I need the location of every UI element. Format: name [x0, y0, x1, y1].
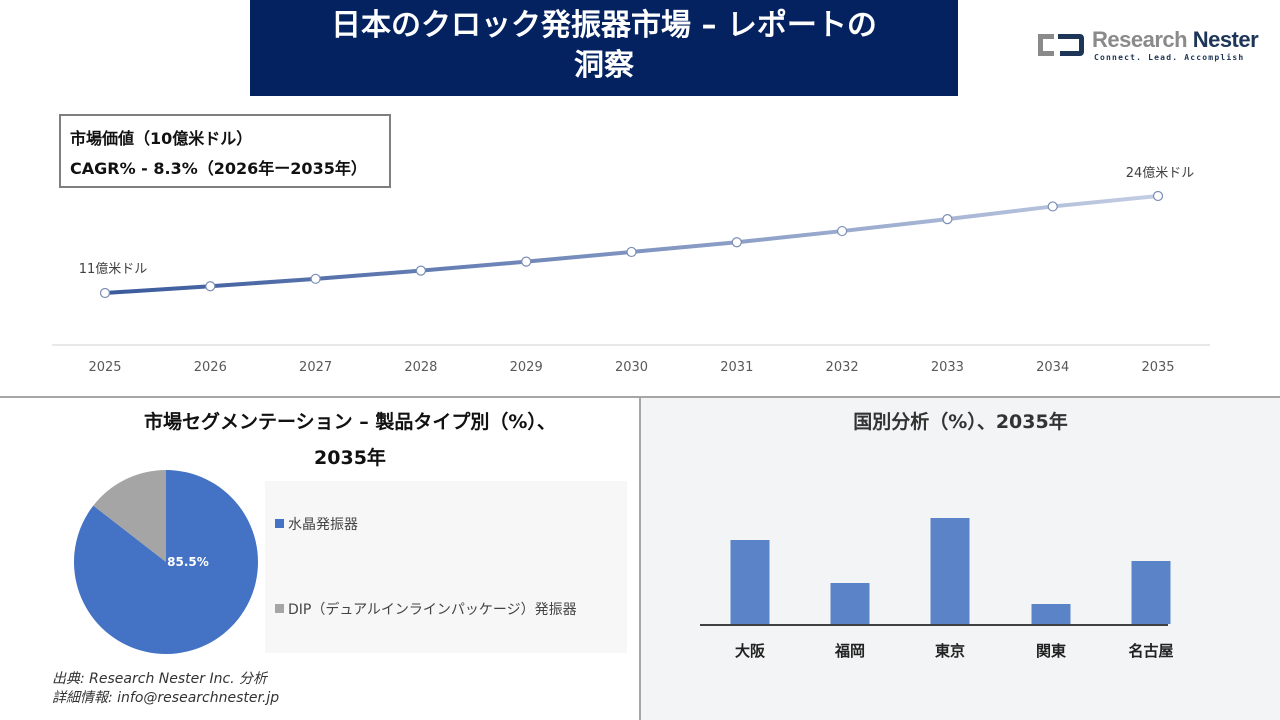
region-label: 東京	[935, 642, 965, 660]
x-tick-label: 2031	[720, 360, 753, 375]
logo-tagline: Connect. Lead. Accomplish	[1094, 53, 1245, 62]
region-bar	[930, 518, 970, 624]
market-value-line-chart: 2025 2026 2027 2028 2029 2030 2031 2032 2033 2034…	[52, 165, 1210, 375]
region-label: 福岡	[834, 642, 865, 660]
region-bar	[1131, 561, 1171, 624]
research-nester-logo: Research Nester Connect. Lead. Accomplis…	[1034, 28, 1259, 64]
legend-item-crystal-oscillator: 水晶発振器	[275, 514, 358, 534]
x-tick-label: 2025	[88, 360, 121, 375]
data-point-marker	[731, 237, 742, 248]
region-analysis-title: 国別分析（%）、2035年	[853, 411, 1068, 433]
x-tick-label: 2030	[615, 360, 648, 375]
region-label: 名古屋	[1128, 642, 1173, 660]
x-tick-label: 2035	[1141, 360, 1174, 375]
pie-percentage-label: 85.5%	[167, 555, 209, 569]
report-title-banner: 日本のクロック発振器市場 – レポートの 洞察	[250, 0, 958, 96]
value-annotation: 24億米ドル	[1126, 165, 1195, 181]
legend-swatch-gray	[275, 604, 284, 613]
region-bar	[830, 583, 870, 624]
market-value-line	[104, 194, 1159, 295]
source-note: 出典: Research Nester Inc. 分析 詳細情報: info@r…	[52, 670, 279, 708]
legend-swatch-blue	[275, 519, 284, 528]
pie-slice-crystal	[73, 470, 258, 654]
region-bar-chart: 大阪 福岡 東京 関東 名古屋	[700, 518, 1174, 660]
product-type-pie-chart: 85.5%	[73, 470, 258, 654]
x-tick-label: 2026	[194, 360, 227, 375]
region-label: 大阪	[735, 642, 766, 660]
data-point-marker	[836, 225, 848, 237]
data-point-marker	[205, 281, 216, 292]
region-bar	[730, 540, 770, 624]
region-label: 関東	[1036, 642, 1066, 660]
report-title-line1: 日本のクロック発振器市場 – レポートの	[331, 8, 877, 43]
source-text: 出典: Research Nester Inc. 分析	[52, 671, 268, 687]
segmentation-title-line2: 2035年	[314, 447, 386, 469]
logo-name-research: Research	[1092, 27, 1188, 52]
logo-wordmark: Research Nester	[1092, 27, 1259, 52]
segmentation-title: 市場セグメンテーション – 製品タイプ別（%）、 2035年	[60, 404, 640, 476]
kpi-summary-box: 市場価値（10億米ドル） CAGR% - 8.3%（2026年ー2035年）	[59, 114, 391, 188]
contact-text: 詳細情報: info@researchnester.jp	[52, 690, 280, 706]
legend-label: 水晶発振器	[288, 517, 358, 533]
x-tick-label: 2027	[299, 360, 332, 375]
legend-label: DIP（デュアルインラインパッケージ）発振器	[288, 602, 577, 618]
x-tick-label: 2028	[404, 360, 437, 375]
value-annotation: 11億米ドル	[79, 261, 148, 277]
data-point-marker	[1047, 201, 1058, 212]
x-tick-label: 2033	[931, 360, 964, 375]
pie-slice-dip	[93, 470, 166, 562]
market-value-label: 市場価値（10億米ドル）	[70, 129, 253, 148]
logo-name-nester: Nester	[1192, 27, 1259, 52]
logo-mark-icon	[1038, 34, 1084, 56]
data-point-marker	[310, 273, 321, 284]
region-bar	[1031, 604, 1071, 624]
data-point-marker	[626, 246, 637, 258]
x-tick-label: 2032	[826, 360, 859, 375]
vertical-divider	[639, 397, 641, 720]
legend-item-dip-oscillator: DIP（デュアルインラインパッケージ）発振器	[275, 599, 577, 619]
pie-legend: 水晶発振器 DIP（デュアルインラインパッケージ）発振器	[265, 481, 627, 653]
x-tick-label: 2029	[510, 360, 543, 375]
cagr-label: CAGR% - 8.3%（2026年ー2035年）	[70, 159, 367, 178]
segmentation-title-line1: 市場セグメンテーション – 製品タイプ別（%）、	[144, 411, 556, 433]
data-point-marker	[1152, 190, 1164, 202]
report-title-line2: 洞察	[574, 48, 634, 83]
data-point-marker	[415, 265, 426, 276]
data-point-marker	[99, 287, 111, 299]
data-point-marker	[942, 214, 953, 225]
data-point-marker	[521, 256, 532, 267]
x-tick-label: 2034	[1036, 360, 1069, 375]
